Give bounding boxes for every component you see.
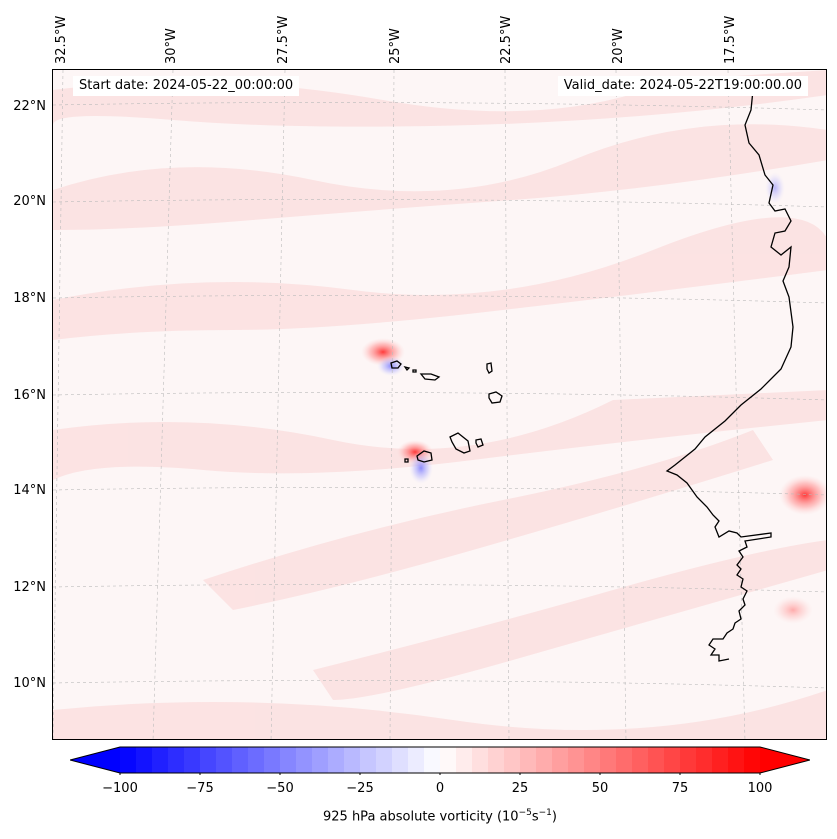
colorbar-segment [280, 747, 297, 773]
colorbar-segment [424, 747, 441, 773]
colorbar-segment [184, 747, 201, 773]
colorbar-tick-label: 100 [747, 781, 773, 796]
start-date-label: Start date: 2024-05-22_00:00:00 [73, 76, 300, 96]
colorbar-tick-label: −50 [266, 781, 294, 796]
colorbar-segment [328, 747, 345, 773]
colorbar-segment [568, 747, 585, 773]
lon-label: 32.5°W [54, 15, 69, 64]
colorbar-segment [296, 747, 313, 773]
colorbar-segment [216, 747, 233, 773]
colorbar-segment [744, 747, 761, 773]
colorbar-segment [408, 747, 425, 773]
colorbar-min-arrow [70, 747, 120, 773]
colorbar-segment [376, 747, 393, 773]
colorbar-segment [648, 747, 665, 773]
lat-label: 20°N [13, 194, 46, 209]
colorbar-label-mid: s [531, 809, 539, 825]
colorbar-segment [264, 747, 281, 773]
lat-label: 12°N [13, 580, 46, 595]
colorbar-segment [552, 747, 569, 773]
colorbar-segment [536, 747, 553, 773]
lon-label: 27.5°W [276, 15, 291, 64]
colorbar-segment [440, 747, 457, 773]
colorbar-segment [696, 747, 713, 773]
colorbar-tick-label: −100 [102, 781, 138, 796]
colorbar-label-end: ) [551, 809, 557, 825]
cape-verde-islands [390, 360, 503, 463]
map-panel [52, 69, 827, 740]
lat-label: 10°N [13, 676, 46, 691]
colorbar-segment [136, 747, 153, 773]
colorbar-segment [120, 747, 137, 773]
colorbar-segment [520, 747, 537, 773]
colorbar-segment [728, 747, 745, 773]
colorbar-tick-label: 50 [591, 781, 609, 796]
colorbar-max-arrow [760, 747, 810, 773]
lon-label: 25°W [388, 28, 403, 64]
colorbar-segment [504, 747, 521, 773]
lon-label: 17.5°W [723, 15, 738, 64]
colorbar-tick-label: −75 [186, 781, 214, 796]
graticule [53, 70, 826, 739]
colorbar-label-text: 925 hPa absolute vorticity (10 [323, 809, 519, 825]
colorbar-segment [472, 747, 489, 773]
colorbar-segment [488, 747, 505, 773]
colorbar-segment [152, 747, 169, 773]
lat-label: 16°N [13, 388, 46, 403]
colorbar-segment [360, 747, 377, 773]
colorbar-segment [248, 747, 265, 773]
lon-label: 30°W [164, 28, 179, 64]
valid-date-label: Valid_date: 2024-05-22T19:00:00.00 [557, 76, 808, 96]
colorbar-segment [312, 747, 329, 773]
lat-label: 22°N [13, 99, 46, 114]
colorbar-segment [712, 747, 729, 773]
lat-label: 18°N [13, 291, 46, 306]
colorbar-label-exp2: −1 [538, 808, 552, 818]
lon-label: 20°W [611, 28, 626, 64]
colorbar [68, 745, 812, 777]
colorbar-segment [680, 747, 697, 773]
colorbar-segment [344, 747, 361, 773]
colorbar-segment [600, 747, 617, 773]
lat-label: 14°N [13, 483, 46, 498]
colorbar-segment [168, 747, 185, 773]
colorbar-label: 925 hPa absolute vorticity (10−5s−1) [0, 808, 837, 824]
colorbar-segment [392, 747, 409, 773]
colorbar-segment [200, 747, 217, 773]
colorbar-segment [664, 747, 681, 773]
colorbar-tick-label: 0 [435, 781, 445, 796]
colorbar-tick-label: 75 [671, 781, 689, 796]
colorbar-label-exp1: −5 [518, 808, 532, 818]
colorbar-tick-label: −25 [346, 781, 374, 796]
colorbar-segment [456, 747, 473, 773]
africa-coastline [665, 89, 794, 662]
lon-label: 22.5°W [499, 15, 514, 64]
colorbar-tick-label: 25 [511, 781, 529, 796]
colorbar-segment [584, 747, 601, 773]
vorticity-map [53, 70, 826, 739]
vorticity-streaks [53, 70, 826, 739]
colorbar-segment [616, 747, 633, 773]
colorbar-segment [632, 747, 649, 773]
colorbar-segment [232, 747, 249, 773]
